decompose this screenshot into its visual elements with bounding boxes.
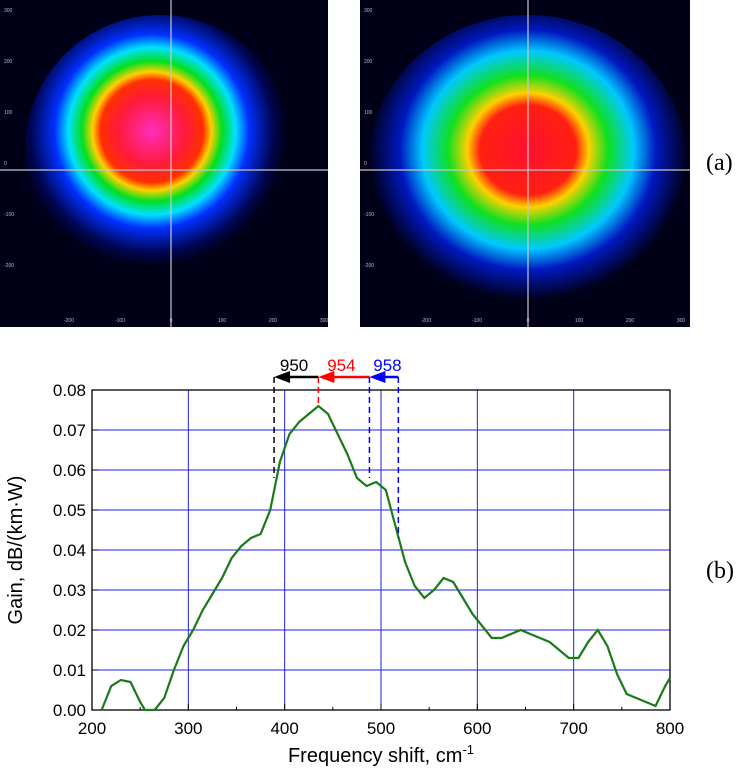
y-tick-label: 0.05	[53, 501, 86, 520]
x-tick-label: 300	[174, 719, 202, 738]
x-axis-label: Frequency shift, cm-1	[288, 742, 474, 767]
beam-tick-label-x: 300	[320, 318, 329, 324]
beam-tick-label-y: 200	[4, 59, 13, 65]
beam-tick-label-y: -200	[364, 263, 374, 269]
beam-tick-label-x: 0	[527, 318, 530, 324]
beam-tick-label-x: 200	[626, 318, 635, 324]
x-tick-label: 700	[559, 719, 587, 738]
arrowhead-958	[369, 371, 386, 383]
panel-label-a: (a)	[706, 150, 733, 176]
y-tick-label: 0.03	[53, 581, 86, 600]
y-axis-label: Gain, dB/(km·W)	[5, 476, 27, 625]
beam-image-left	[0, 0, 328, 327]
y-tick-label: 0.00	[53, 701, 86, 720]
beam-tick-label-x: 0	[170, 318, 173, 324]
beam-tick-label-x: -100	[115, 318, 125, 324]
beam-tick-label-x: -100	[472, 318, 482, 324]
beam-tick-label-x: 200	[269, 318, 278, 324]
beam-tick-label-x: -200	[421, 318, 431, 324]
x-axis-label-superscript: -1	[462, 742, 474, 757]
y-tick-label: 0.06	[53, 461, 86, 480]
panel-label-b: (b)	[706, 558, 734, 584]
beam-tick-label-x: -200	[64, 318, 74, 324]
arrowhead-950	[274, 371, 291, 383]
gain-series-line	[100, 404, 671, 712]
x-tick-label: 200	[78, 719, 106, 738]
annotation-label-950: 950	[280, 356, 308, 375]
beam-tick-label-y: 100	[364, 110, 373, 116]
beam-tick-label-y: 0	[4, 161, 7, 167]
gain-chart: 200 300 400 500 600 700 800 0.00 0.01 0.02 0.03 0.0…	[5, 356, 684, 767]
beam-tick-label-y: -100	[4, 212, 14, 218]
y-tick-label: 0.01	[53, 661, 86, 680]
x-tick-label: 600	[463, 719, 491, 738]
beam-tick-label-y: 100	[4, 110, 13, 116]
x-tick-label: 800	[656, 719, 684, 738]
beam-tick-label-y: 200	[364, 59, 373, 65]
y-tick-label: 0.04	[53, 541, 86, 560]
beam-tick-label-y: 300	[364, 8, 373, 14]
beam-tick-label-y: 0	[364, 161, 367, 167]
x-tick-label: 400	[270, 719, 298, 738]
annotation-label-958: 958	[373, 356, 401, 375]
beam-image-right	[360, 0, 690, 327]
x-tick-label: 500	[367, 719, 395, 738]
annotation-label-954: 954	[327, 356, 355, 375]
arrowhead-954	[318, 371, 335, 383]
y-tick-label: 0.02	[53, 621, 86, 640]
beam-tick-label-y: -200	[4, 263, 14, 269]
beam-tick-label-x: 100	[218, 318, 227, 324]
beam-tick-label-x: 300	[677, 318, 686, 324]
beam-tick-label-x: 100	[575, 318, 584, 324]
plot-frame	[91, 389, 671, 711]
beam-tick-label-y: 300	[4, 8, 13, 14]
y-tick-label: 0.07	[53, 421, 86, 440]
y-tick-label: 0.08	[53, 381, 86, 400]
beam-tick-label-y: -100	[364, 212, 374, 218]
